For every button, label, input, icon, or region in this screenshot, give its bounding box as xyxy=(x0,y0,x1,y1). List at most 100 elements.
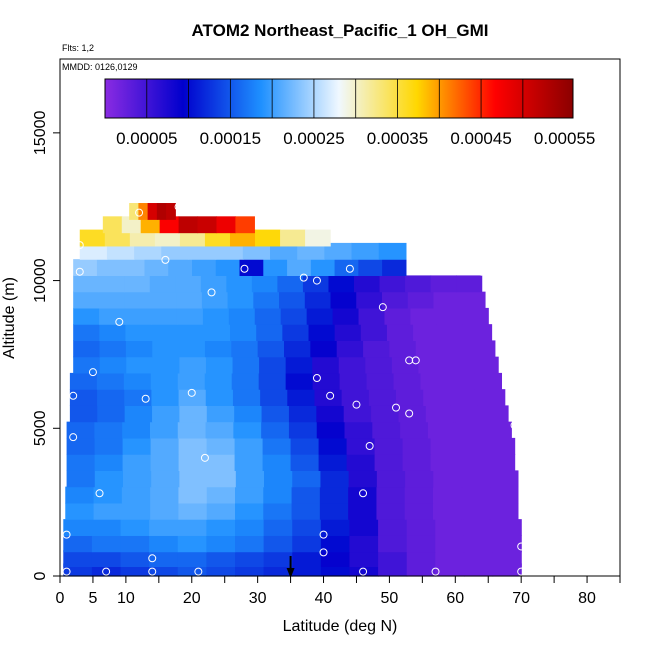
heatmap-cell xyxy=(384,307,412,325)
heatmap-cell xyxy=(149,421,179,439)
heatmap-cell xyxy=(354,275,381,293)
heatmap-cell xyxy=(346,437,376,455)
heatmap-cell xyxy=(66,421,95,439)
heatmap-cell xyxy=(427,421,457,439)
heatmap-cell xyxy=(360,324,388,341)
heatmap-cell xyxy=(471,356,499,374)
heatmap-cell xyxy=(461,470,491,488)
heatmap-cell xyxy=(121,486,151,504)
heatmap-cell xyxy=(291,502,321,520)
heatmap-cell xyxy=(339,372,368,390)
heatmap-cell xyxy=(379,275,406,293)
colorbar-tick-label: 0.00045 xyxy=(450,129,511,148)
heatmap-cell xyxy=(166,203,176,220)
heatmap-cell xyxy=(206,454,236,471)
heatmap-cell xyxy=(318,437,348,455)
heatmap-cell xyxy=(124,291,151,309)
sample-point xyxy=(62,530,71,539)
x-axis: 0 5 10 20 30 40 50 60 70 80 xyxy=(56,576,621,607)
heatmap-cell xyxy=(206,519,236,536)
y-tick-label: 5000 xyxy=(32,410,49,446)
heatmap-cell xyxy=(348,486,378,504)
heatmap-cell xyxy=(310,259,336,276)
heatmap-cell xyxy=(235,470,265,488)
heatmap-cell xyxy=(439,324,466,341)
heatmap-cell xyxy=(463,519,494,536)
heatmap-cell xyxy=(106,242,135,260)
heatmap-cell xyxy=(178,502,208,520)
heatmap-cell xyxy=(178,216,199,234)
heatmap-cell xyxy=(227,291,254,309)
heatmap-cell xyxy=(351,242,380,260)
heatmap-cell xyxy=(263,519,293,536)
heatmap-cell xyxy=(123,372,152,390)
heatmap-cell xyxy=(63,550,93,567)
heatmap-cell xyxy=(152,340,180,358)
heatmap-cell xyxy=(121,502,151,520)
heatmap-cell xyxy=(382,291,409,309)
heatmap-cell xyxy=(94,437,124,455)
heatmap-cell xyxy=(149,519,179,536)
heatmap-cell xyxy=(235,550,265,567)
heatmap-cell xyxy=(442,340,470,358)
heatmap-cell xyxy=(63,519,93,536)
heatmap-cell xyxy=(450,389,479,406)
heatmap-cell xyxy=(378,550,408,567)
heatmap-cell xyxy=(73,291,100,309)
heatmap-cell xyxy=(366,372,395,390)
heatmap-cell xyxy=(308,324,336,341)
heatmap-cell xyxy=(97,405,126,423)
heatmap-cell xyxy=(376,486,406,504)
heatmap-cell xyxy=(382,259,407,276)
heatmap-cell xyxy=(69,405,98,423)
heatmap-cell xyxy=(254,307,282,325)
heatmap-cell xyxy=(73,307,100,325)
x-axis-label: Latitude (deg N) xyxy=(283,618,398,635)
heatmap-cell xyxy=(159,216,180,234)
heatmap-cell xyxy=(232,356,260,374)
sample-point xyxy=(200,453,209,462)
sample-point xyxy=(141,394,150,403)
heatmap-cells xyxy=(63,203,522,577)
heatmap-cell xyxy=(151,324,179,341)
x-tick-label: 5 xyxy=(88,590,97,607)
heatmap-cell xyxy=(73,356,101,374)
heatmap-cell xyxy=(332,307,360,325)
heatmap-cell xyxy=(433,486,462,504)
heatmap-cell xyxy=(368,389,397,406)
heatmap-cell xyxy=(343,405,372,423)
heatmap-cell xyxy=(284,340,311,358)
sample-point xyxy=(517,567,526,576)
heatmap-cell xyxy=(235,502,264,520)
heatmap-cell xyxy=(253,291,280,309)
heatmap-cell xyxy=(282,324,310,341)
sample-point xyxy=(135,208,144,217)
heatmap-cell xyxy=(129,229,156,247)
heatmap-cell xyxy=(188,242,217,260)
heatmap-cell xyxy=(178,340,206,358)
sample-point xyxy=(62,567,71,576)
heatmap-cell xyxy=(455,421,485,439)
heatmap-cell xyxy=(319,502,349,520)
heatmap-cell xyxy=(150,502,180,520)
heatmap-cell xyxy=(316,405,345,423)
x-tick-label: 10 xyxy=(117,590,135,607)
heatmap-cell xyxy=(263,550,293,567)
heatmap-cell xyxy=(154,229,181,247)
heatmap-cell xyxy=(69,389,98,406)
heatmap-cell xyxy=(262,454,292,471)
heatmap-cell xyxy=(98,275,125,293)
heatmap-cell xyxy=(291,486,321,504)
heatmap-cell xyxy=(234,454,264,471)
heatmap-cell xyxy=(358,307,386,325)
sample-point xyxy=(312,374,321,383)
heatmap-cell xyxy=(200,275,227,293)
heatmap-cell xyxy=(204,229,231,247)
heatmap-cell xyxy=(374,454,404,471)
heatmap-cell xyxy=(215,259,241,276)
heatmap-cell xyxy=(235,535,265,553)
heatmap-cell xyxy=(121,216,142,234)
sample-point xyxy=(88,368,97,377)
sample-point xyxy=(359,489,368,498)
heatmap-cell xyxy=(259,356,287,374)
